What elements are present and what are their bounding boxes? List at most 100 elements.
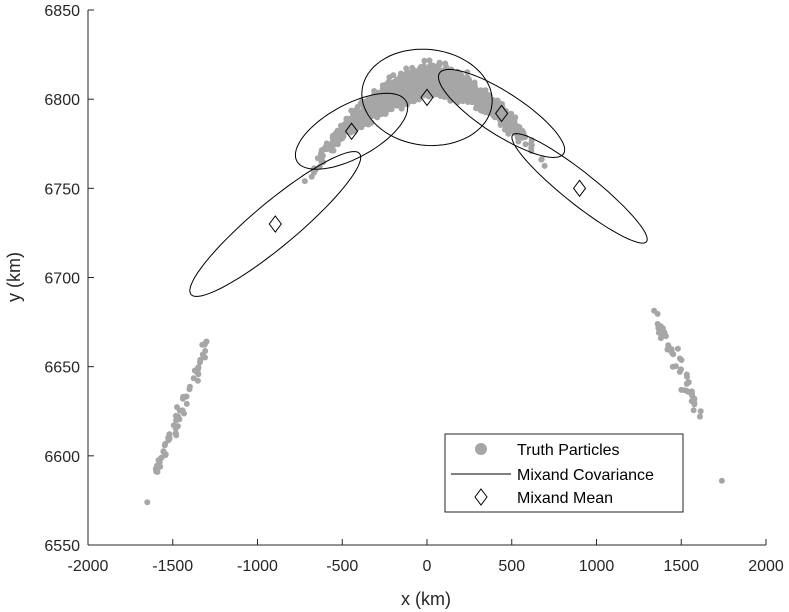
mixand-mean-4 xyxy=(572,179,587,198)
particle-2637 xyxy=(194,377,201,384)
covariance-ellipse-1 xyxy=(294,92,409,170)
particle-2582 xyxy=(370,105,377,112)
particle-2334 xyxy=(471,98,478,105)
particle-2595 xyxy=(428,83,435,90)
mixand-means xyxy=(268,88,587,233)
legend-diamond-marker xyxy=(474,488,488,506)
particle-2615 xyxy=(186,383,193,390)
particle-2653 xyxy=(191,367,198,374)
particle-2037 xyxy=(343,115,350,122)
x-tick-label--500: -500 xyxy=(326,558,358,575)
mixand-mean-1 xyxy=(344,122,359,141)
particle-2463 xyxy=(391,78,398,85)
mixand-mean-2 xyxy=(420,88,434,107)
particle-1994 xyxy=(379,85,386,92)
mixand-mean-3 xyxy=(494,104,509,123)
particle-2588 xyxy=(516,124,523,131)
particle-2612 xyxy=(674,345,681,352)
y-tick-label-6650: 6650 xyxy=(44,360,80,377)
particle-2694 xyxy=(661,329,668,336)
particle-2599 xyxy=(414,83,421,90)
particle-1571 xyxy=(358,124,365,131)
particle-2546 xyxy=(385,86,392,93)
particle-2598 xyxy=(477,92,484,99)
particle-2583 xyxy=(364,103,371,110)
particle-2554 xyxy=(467,94,474,101)
particle-2114 xyxy=(320,159,327,166)
particle-2668 xyxy=(195,371,202,378)
particle-2515 xyxy=(405,71,412,78)
particle-2569 xyxy=(396,82,403,89)
covariance-ellipse-2 xyxy=(361,48,493,147)
x-tick-label-2000: 2000 xyxy=(748,558,784,575)
particle-2607 xyxy=(696,413,703,420)
y-tick-label-6850: 6850 xyxy=(44,3,80,20)
particle-2672 xyxy=(175,413,182,420)
x-tick-label--2000: -2000 xyxy=(68,558,109,575)
particle-2585 xyxy=(462,86,469,93)
particle-2712 xyxy=(685,379,692,386)
particle-2703 xyxy=(657,323,664,330)
particle-1175 xyxy=(403,65,410,72)
covariance-ellipse-3 xyxy=(437,68,566,159)
particle-1072 xyxy=(512,114,519,121)
particle-2664 xyxy=(183,400,190,407)
particle-2709 xyxy=(683,387,690,394)
particle-2159 xyxy=(374,114,381,121)
legend-label-mixand-covariance: Mixand Covariance xyxy=(517,467,654,484)
particle-2710 xyxy=(688,388,695,395)
particle-633 xyxy=(442,60,449,67)
particle-2488 xyxy=(430,74,437,81)
particle-2484 xyxy=(354,114,360,121)
particle-2670 xyxy=(197,359,203,366)
particle-2545 xyxy=(479,108,486,114)
particle-2465 xyxy=(390,101,397,108)
x-tick-label-1000: 1000 xyxy=(579,558,615,575)
particle-2589 xyxy=(391,87,398,94)
particle-2586 xyxy=(381,95,388,102)
particle-483 xyxy=(301,178,308,185)
particle-2565 xyxy=(436,62,443,69)
particle-1309 xyxy=(316,163,323,170)
particle-2502 xyxy=(500,114,507,121)
particle-2662 xyxy=(199,351,206,358)
particle-2567 xyxy=(437,93,444,100)
particle-2268 xyxy=(482,87,489,94)
legend-label-truth-particles: Truth Particles xyxy=(517,442,620,459)
particle-2213 xyxy=(360,118,367,124)
particle-2702 xyxy=(684,373,690,380)
particle-2571 xyxy=(483,95,489,102)
particle-122 xyxy=(522,141,529,148)
x-tick-label-0: 0 xyxy=(423,558,432,575)
particle-2578 xyxy=(479,99,486,106)
y-axis-label: y (km) xyxy=(4,252,24,302)
particle-2594 xyxy=(489,104,496,111)
particle-2544 xyxy=(369,97,376,104)
particle-2641 xyxy=(162,441,169,447)
x-tick-label-1500: 1500 xyxy=(663,558,699,575)
particle-1194 xyxy=(328,147,335,154)
legend: Truth Particles Mixand Covariance Mixand… xyxy=(444,433,684,513)
particle-2663 xyxy=(153,468,160,475)
particle-2514 xyxy=(538,156,545,163)
particle-2479 xyxy=(507,128,514,135)
particle-2701 xyxy=(651,307,658,314)
particle-24 xyxy=(426,57,433,64)
particle-2587 xyxy=(405,83,412,90)
particle-2552 xyxy=(464,99,471,105)
particle-2528 xyxy=(403,76,410,83)
particle-2575 xyxy=(430,69,437,76)
particle-2608 xyxy=(697,408,704,415)
particle-2540 xyxy=(407,95,414,102)
particle-572 xyxy=(528,144,535,151)
particle-2520 xyxy=(322,143,329,150)
particle-2581 xyxy=(455,76,461,83)
particle-2656 xyxy=(166,436,173,443)
particle-2576 xyxy=(455,81,462,88)
legend-particle-marker xyxy=(475,443,487,455)
particle-2542 xyxy=(454,70,461,77)
particle-2707 xyxy=(676,368,683,375)
y-tick-label-6550: 6550 xyxy=(44,538,80,555)
particle-2411 xyxy=(336,133,343,140)
y-tick-label-6700: 6700 xyxy=(44,271,80,288)
